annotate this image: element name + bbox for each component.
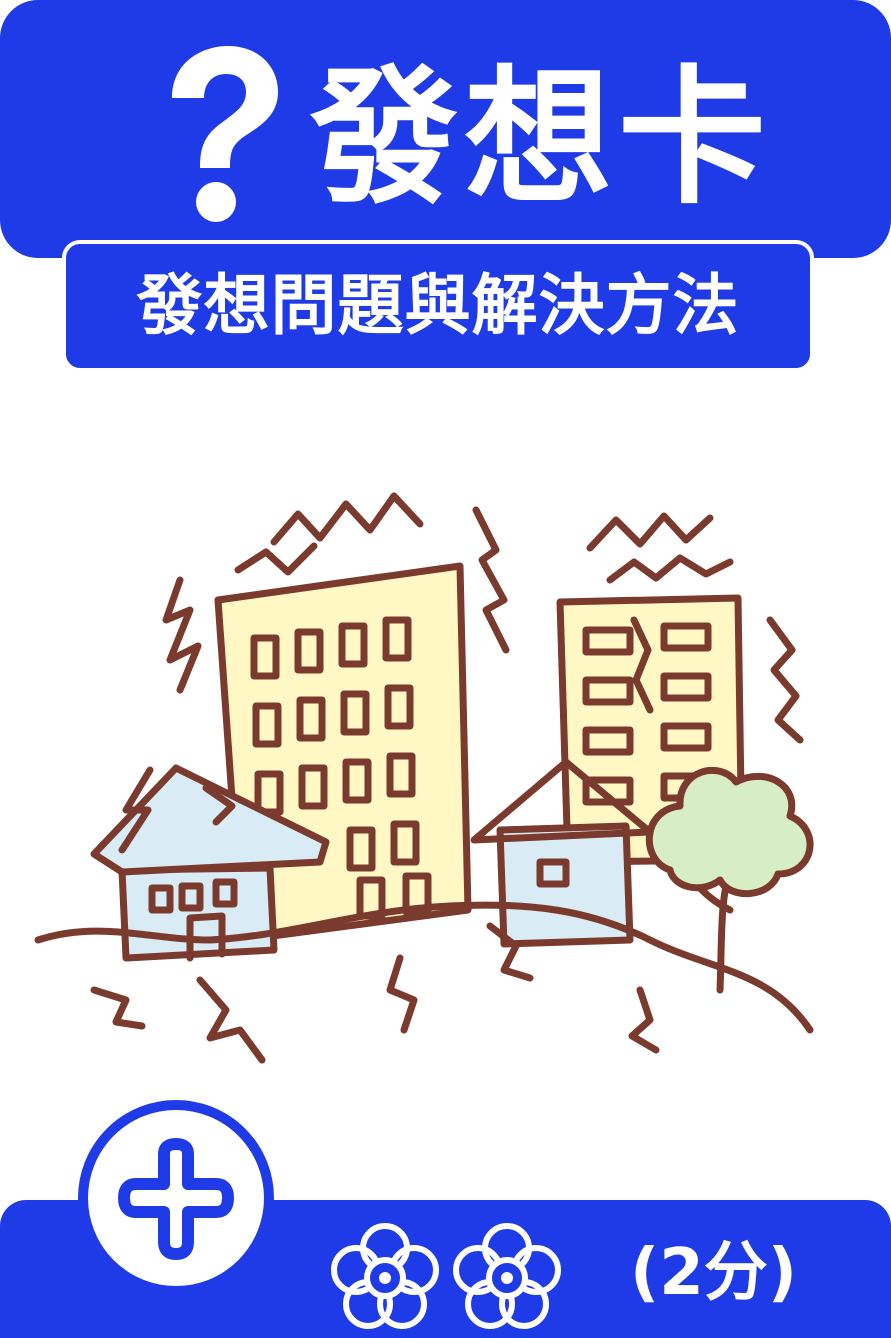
plus-badge	[78, 1100, 274, 1296]
card-subtitle: 發想問題與解決方法	[62, 240, 814, 372]
points-label: (2分)	[630, 1236, 798, 1310]
flower-icon	[331, 1223, 439, 1329]
plus-icon	[118, 1138, 234, 1260]
flower-icon	[453, 1223, 561, 1329]
earthquake-buildings-illustration	[34, 492, 814, 1064]
card-header: 發想卡	[0, 0, 891, 258]
question-mark-icon	[172, 46, 278, 222]
subtitle-text: 發想問題與解決方法	[136, 267, 740, 344]
card-title: 發想卡	[310, 52, 772, 224]
